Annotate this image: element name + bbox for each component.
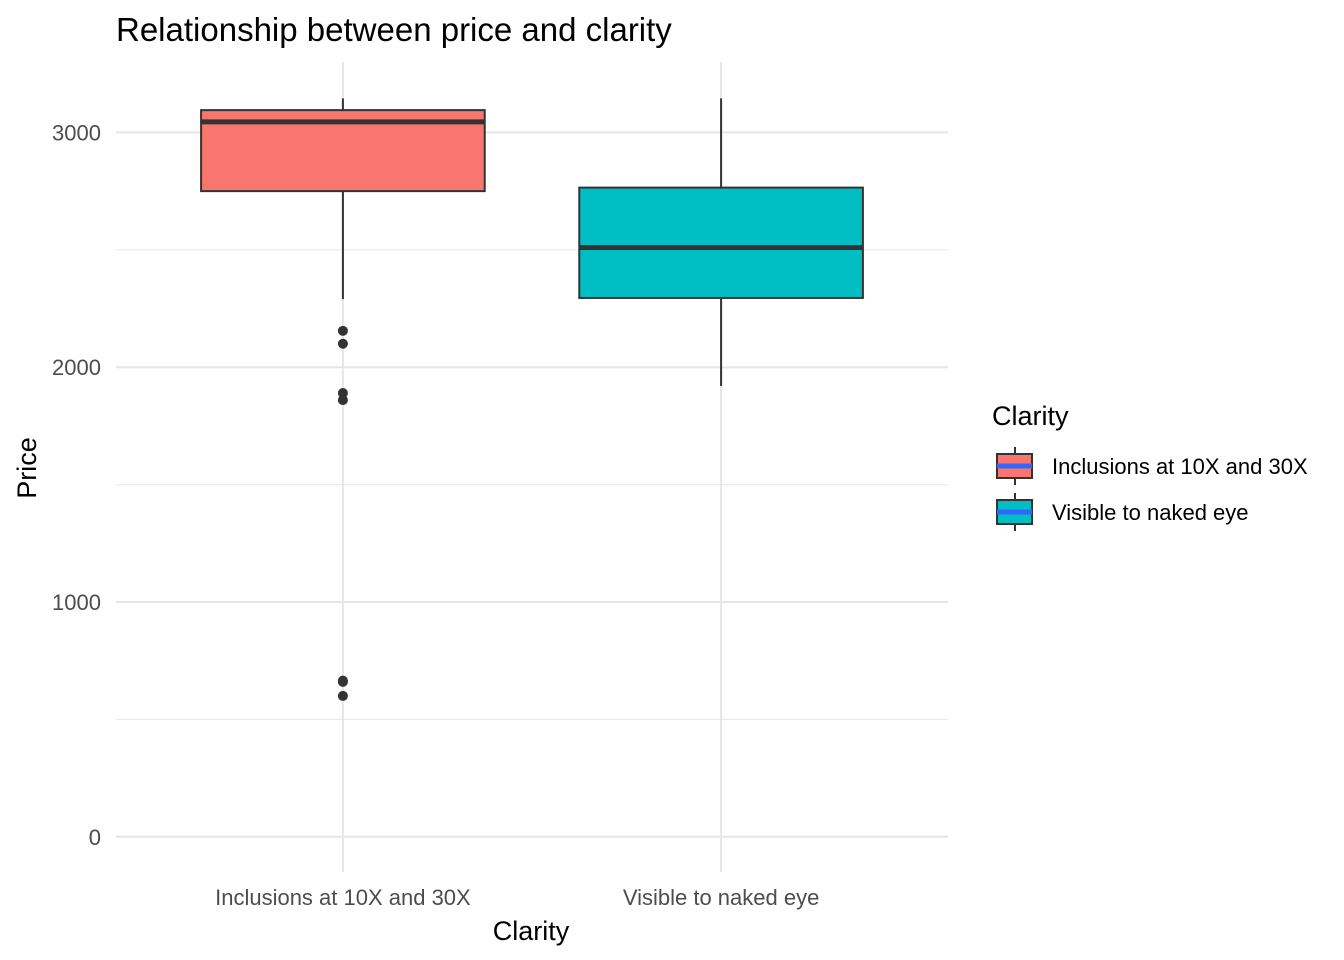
y-tick-label: 3000 [52,120,101,145]
chart-title: Relationship between price and clarity [116,11,672,48]
legend-key [996,493,1033,531]
box-group [578,98,864,386]
y-tick-label: 1000 [52,590,101,615]
legend-title: Clarity [992,401,1069,431]
outlier-point [337,325,348,336]
y-axis-title: Price [12,437,42,499]
x-tick-label: Inclusions at 10X and 30X [215,885,471,910]
outlier-point [337,690,348,701]
legend-label: Visible to naked eye [1052,500,1249,525]
x-axis-title: Clarity [493,916,570,946]
box-group [200,98,486,701]
y-tick-label: 0 [89,825,101,850]
legend-label: Inclusions at 10X and 30X [1052,454,1308,479]
outlier-point [337,338,348,349]
y-tick-label: 2000 [52,355,101,380]
outlier-point [337,388,348,399]
outlier-point [337,395,348,406]
x-tick-label: Visible to naked eye [623,885,820,910]
outlier-point [337,676,348,687]
legend-key [996,447,1033,485]
legend: Clarity Inclusions at 10X and 30X Visible… [992,401,1308,531]
box-series [200,98,864,701]
x-axis-ticks: Inclusions at 10X and 30X Visible to nake… [215,885,819,910]
box-iqr [578,186,864,299]
y-axis-ticks: 0 1000 2000 3000 [52,120,101,849]
